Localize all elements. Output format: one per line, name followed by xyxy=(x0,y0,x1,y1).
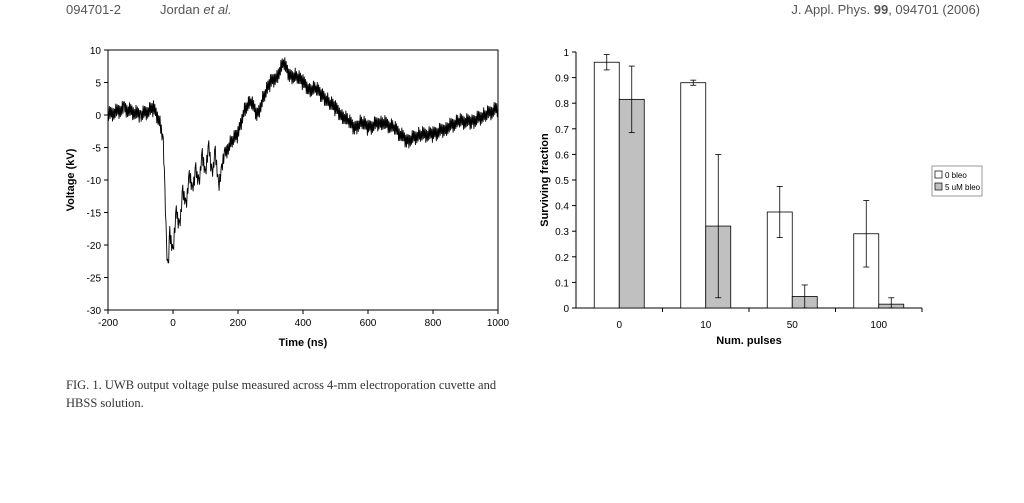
x-tick-label: 200 xyxy=(230,318,247,329)
y-axis-label: Voltage (kV) xyxy=(65,148,77,211)
y-tick-label: 0.8 xyxy=(555,99,569,110)
y-tick-label: -15 xyxy=(87,209,102,220)
y-tick-label: 0 xyxy=(563,304,569,315)
voltage-pulse-chart: 10 5 0 -5 -10 -15 -20 -25 -30-200 0 200 400 600 800 10… xyxy=(65,46,510,349)
x-axis-label: Num. pulses xyxy=(716,335,781,347)
journal-name: J. Appl. Phys. xyxy=(791,2,871,17)
voltage-series-line xyxy=(107,57,499,264)
journal-citation: J. Appl. Phys. 99, 094701 (2006) xyxy=(791,2,980,17)
y-tick-label: 0.1 xyxy=(555,278,569,289)
x-tick-label: 400 xyxy=(295,318,312,329)
author-etal: et al. xyxy=(203,2,232,17)
y-tick-label: 0.9 xyxy=(555,74,569,85)
x-tick-label: 100 xyxy=(870,320,887,331)
y-tick-label: 0 xyxy=(95,111,101,122)
legend-label: 5 uM bleo xyxy=(945,183,981,192)
bar xyxy=(680,82,707,309)
legend-label: 0 bleo xyxy=(945,171,967,180)
y-axis-label: Surviving fraction xyxy=(539,133,551,227)
page-header: 094701-2 Jordan et al. J. Appl. Phys. 99… xyxy=(0,0,1024,22)
y-tick-label: -5 xyxy=(92,144,101,155)
legend-swatch xyxy=(934,182,943,191)
author-name: Jordan xyxy=(160,2,200,17)
y-tick-label: 0.3 xyxy=(555,227,569,238)
y-tick-label: 0.2 xyxy=(555,253,569,264)
y-tick-label: 1 xyxy=(563,48,569,59)
y-tick-label: 10 xyxy=(90,46,102,57)
y-tick-label: -20 xyxy=(87,241,102,252)
x-axis-label: Time (ns) xyxy=(279,337,328,349)
y-tick-label: 0.7 xyxy=(555,125,569,136)
y-tick-label: -10 xyxy=(87,176,102,187)
page-number: 094701-2 xyxy=(66,2,121,17)
x-tick-label: 0 xyxy=(170,318,176,329)
bar xyxy=(593,61,620,309)
y-tick-label: 5 xyxy=(95,79,101,90)
plot-area xyxy=(107,49,499,311)
y-tick-label: 0.4 xyxy=(555,202,569,213)
y-tick-label: 0.5 xyxy=(555,176,569,187)
journal-issue: , 094701 (2006) xyxy=(888,2,980,17)
x-tick-label: 50 xyxy=(787,320,799,331)
y-tick-label: 0.6 xyxy=(555,150,569,161)
x-tick-label: -200 xyxy=(98,318,118,329)
y-tick-label: -25 xyxy=(87,274,102,285)
x-tick-label: 800 xyxy=(425,318,442,329)
running-author: Jordan et al. xyxy=(160,2,232,17)
x-tick-label: 1000 xyxy=(487,318,510,329)
surviving-fraction-chart: 00.10.20.30.40.50.60.70.80.910 10 50 100Num… xyxy=(539,48,983,347)
y-tick-label: -30 xyxy=(87,306,102,317)
figure-caption: FIG. 1. UWB output voltage pulse measure… xyxy=(66,378,497,410)
legend-swatch xyxy=(934,170,943,179)
x-tick-label: 600 xyxy=(360,318,377,329)
x-tick-label: 0 xyxy=(616,320,622,331)
journal-volume: 99 xyxy=(873,2,889,17)
x-tick-label: 10 xyxy=(700,320,712,331)
